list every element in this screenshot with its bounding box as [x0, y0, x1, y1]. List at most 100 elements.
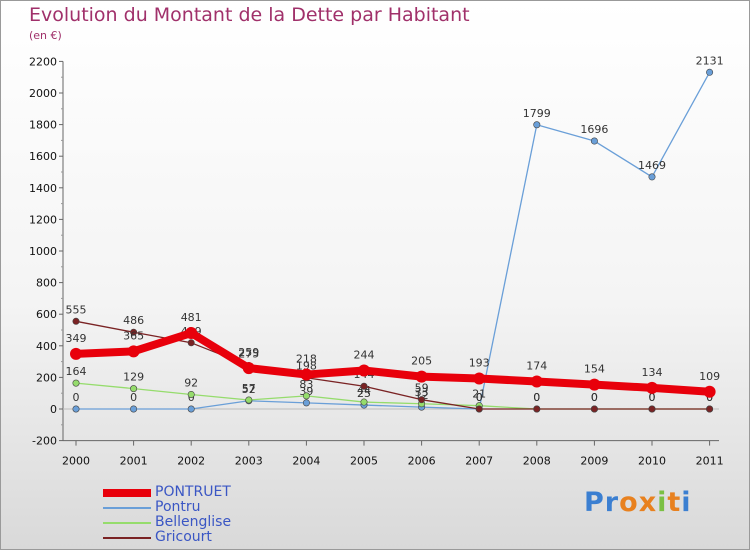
legend-swatch — [103, 507, 151, 509]
data-label-pontru: 39 — [299, 385, 313, 398]
data-label-gricourt: 486 — [123, 314, 144, 327]
data-label-gricourt: 0 — [591, 391, 598, 404]
logo-letter: x — [638, 487, 658, 518]
y-tick-label: -200 — [32, 435, 57, 448]
data-point-pontruet — [415, 370, 428, 383]
x-tick-label: 2006 — [408, 455, 436, 468]
data-point-pontruet — [70, 347, 82, 360]
data-label-pontruet: 218 — [296, 353, 317, 366]
data-label-bellenglise: 0 — [649, 391, 656, 404]
x-tick-label: 2005 — [350, 455, 378, 468]
data-label-bellenglise: 164 — [66, 365, 87, 378]
data-point-gricourt — [475, 405, 483, 413]
data-label-pontruet: 154 — [584, 363, 605, 376]
data-point-pontruet — [127, 345, 140, 358]
data-label-pontru: 0 — [130, 391, 137, 404]
data-point-pontru — [590, 137, 598, 145]
logo-letter: i — [657, 487, 668, 518]
data-label-pontruet: 205 — [411, 355, 432, 368]
y-tick-label: 2000 — [29, 87, 57, 100]
data-point-pontru — [72, 405, 80, 413]
data-label-pontruet: 365 — [123, 329, 144, 342]
chart-title: Evolution du Montant de la Dette par Hab… — [29, 4, 470, 26]
proxiti-logo: Proxiti — [584, 487, 692, 518]
x-tick-label: 2008 — [523, 455, 551, 468]
data-point-pontruet — [588, 378, 601, 391]
y-tick-label: 600 — [36, 308, 57, 321]
data-point-gricourt — [72, 317, 80, 325]
logo-letter: i — [681, 487, 692, 518]
data-label-gricourt: 555 — [66, 303, 87, 316]
data-point-gricourt — [648, 405, 656, 413]
y-tick-label: 1400 — [29, 182, 57, 195]
data-label-gricourt: 0 — [649, 391, 656, 404]
legend-label: Pontru — [155, 499, 201, 515]
data-label-pontruet: 193 — [469, 357, 490, 370]
data-label-pontruet: 244 — [354, 348, 375, 361]
y-tick-label: 1200 — [29, 213, 57, 226]
data-point-pontruet — [185, 327, 198, 340]
legend-swatch — [103, 489, 151, 497]
x-tick-label: 2002 — [177, 455, 205, 468]
data-label-bellenglise: 0 — [533, 391, 540, 404]
series-line-gricourt — [75, 320, 711, 410]
x-tick-label: 2009 — [580, 455, 608, 468]
legend-label: PONTRUET — [155, 484, 231, 500]
data-label-pontru: 1799 — [523, 107, 551, 120]
x-tick-label: 2007 — [465, 455, 493, 468]
legend-label: Bellenglise — [155, 514, 232, 530]
x-tick-label: 2010 — [638, 455, 666, 468]
data-label-bellenglise: 33 — [415, 386, 429, 399]
data-label-pontru: 1696 — [580, 123, 608, 136]
data-point-gricourt — [187, 339, 195, 347]
y-tick-label: 400 — [36, 340, 57, 353]
data-label-gricourt: 0 — [476, 391, 483, 404]
data-point-pontru — [706, 68, 714, 76]
data-point-pontruet — [358, 364, 370, 377]
data-label-pontru: 2131 — [696, 54, 724, 67]
data-point-pontruet — [473, 372, 486, 385]
data-label-pontruet: 109 — [699, 370, 720, 383]
series-line-pontru — [75, 71, 711, 410]
data-label-pontruet: 174 — [526, 360, 547, 373]
data-point-pontruet — [646, 381, 658, 394]
y-tick-label: 1800 — [29, 119, 57, 132]
data-point-pontru — [130, 405, 138, 413]
data-point-pontru — [533, 121, 541, 129]
data-point-gricourt — [418, 396, 426, 404]
x-tick-label: 2004 — [292, 455, 320, 468]
data-label-gricourt: 0 — [533, 391, 540, 404]
logo-letter: r — [604, 487, 620, 518]
y-tick-label: 1600 — [29, 150, 57, 163]
data-label-pontru: 0 — [476, 391, 483, 404]
data-point-bellenglise — [360, 398, 368, 406]
data-point-bellenglise — [187, 390, 195, 398]
data-label-pontruet: 481 — [181, 311, 202, 324]
y-tick-label: 0 — [50, 403, 57, 416]
legend-label: Gricourt — [155, 529, 212, 545]
data-point-pontruet — [703, 385, 716, 398]
data-label-pontru: 52 — [242, 383, 256, 396]
logo-letter: t — [667, 487, 682, 518]
data-point-pontruet — [300, 368, 313, 381]
logo-letter: P — [584, 487, 605, 518]
data-point-pontru — [187, 405, 195, 413]
data-point-bellenglise — [130, 385, 138, 393]
legend-swatch — [103, 537, 151, 539]
data-point-gricourt — [360, 382, 368, 390]
data-label-bellenglise: 92 — [184, 376, 198, 389]
data-label-pontru: 0 — [73, 391, 80, 404]
x-tick-label: 2003 — [235, 455, 263, 468]
data-label-gricourt: 59 — [415, 382, 429, 395]
data-point-pontru — [302, 399, 310, 407]
x-tick-label: 2011 — [696, 455, 724, 468]
y-tick-label: 2200 — [29, 55, 57, 68]
legend-swatch — [103, 522, 151, 524]
series-line-pontruet — [72, 329, 714, 396]
data-label-bellenglise: 0 — [591, 391, 598, 404]
data-point-pontru — [648, 173, 656, 181]
data-label-pontru: 1469 — [638, 159, 666, 172]
x-tick-label: 2000 — [62, 455, 90, 468]
data-label-pontruet: 259 — [238, 346, 259, 359]
